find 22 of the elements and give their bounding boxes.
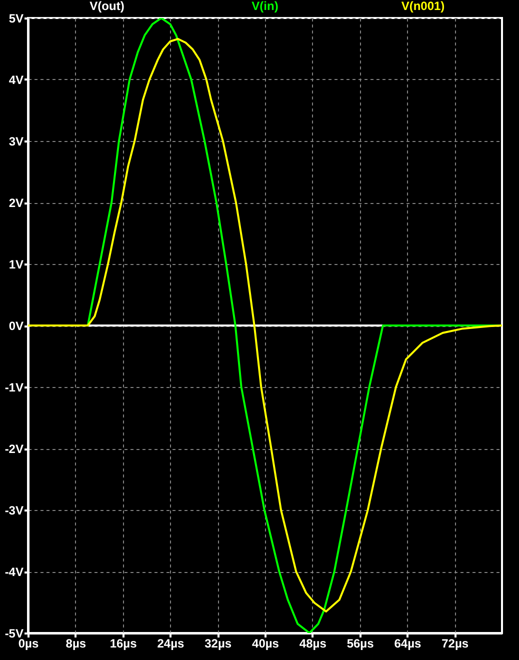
y-tick-label: -3V: [4, 504, 24, 518]
text: V(n001): [401, 0, 445, 13]
x-tick-label: 16µs: [110, 636, 138, 650]
x-tick-label: 48µs: [299, 636, 327, 650]
text: V(in): [252, 0, 278, 13]
x-tick-label: 24µs: [157, 636, 184, 650]
x-tick-label: 8µs: [66, 636, 86, 650]
y-tick-label: 2V: [8, 196, 24, 210]
x-tick-label: 64µs: [394, 636, 422, 650]
x-tick-label: 72µs: [442, 636, 469, 650]
y-tick-label: 1V: [8, 258, 24, 272]
y-tick-label: 5V: [8, 12, 24, 26]
y-tick-label: -2V: [4, 442, 24, 456]
y-tick-label: 3V: [8, 134, 24, 148]
y-tick-label: 0V: [8, 319, 24, 333]
y-tick-label: -4V: [4, 565, 24, 579]
text: V(out): [90, 0, 124, 13]
x-tick-label: 40µs: [252, 636, 280, 650]
y-tick-label: 4V: [8, 73, 24, 87]
x-tick-label: 56µs: [346, 636, 374, 650]
x-tick-label: 32µs: [204, 636, 232, 650]
y-tick-label: -1V: [4, 380, 24, 394]
